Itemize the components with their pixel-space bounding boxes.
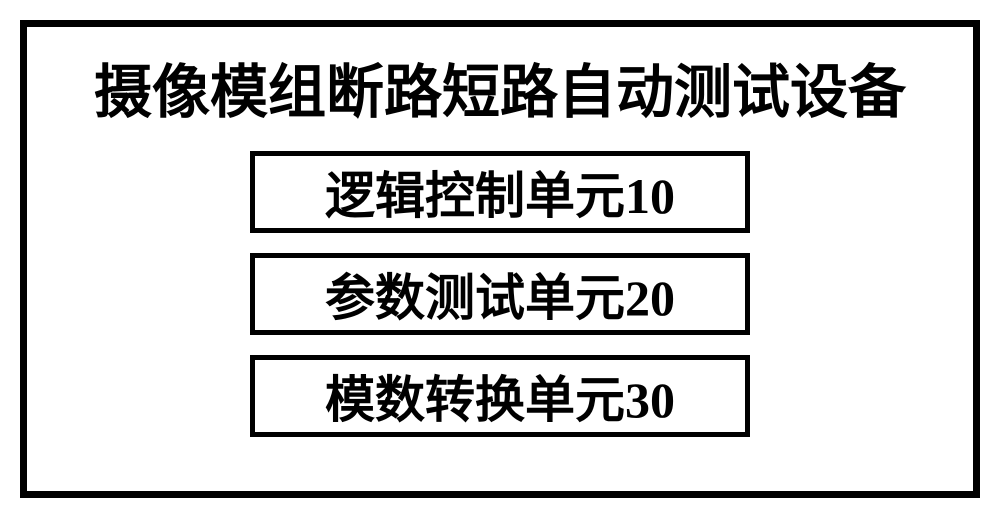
unit-box-adc: 模数转换单元30 [250,355,750,437]
diagram-title: 摄像模组断路短路自动测试设备 [94,45,906,129]
unit-box-parameter-test: 参数测试单元20 [250,253,750,335]
diagram-container: 摄像模组断路短路自动测试设备 逻辑控制单元10 参数测试单元20 模数转换单元3… [20,20,980,498]
unit-box-logic-control: 逻辑控制单元10 [250,151,750,233]
